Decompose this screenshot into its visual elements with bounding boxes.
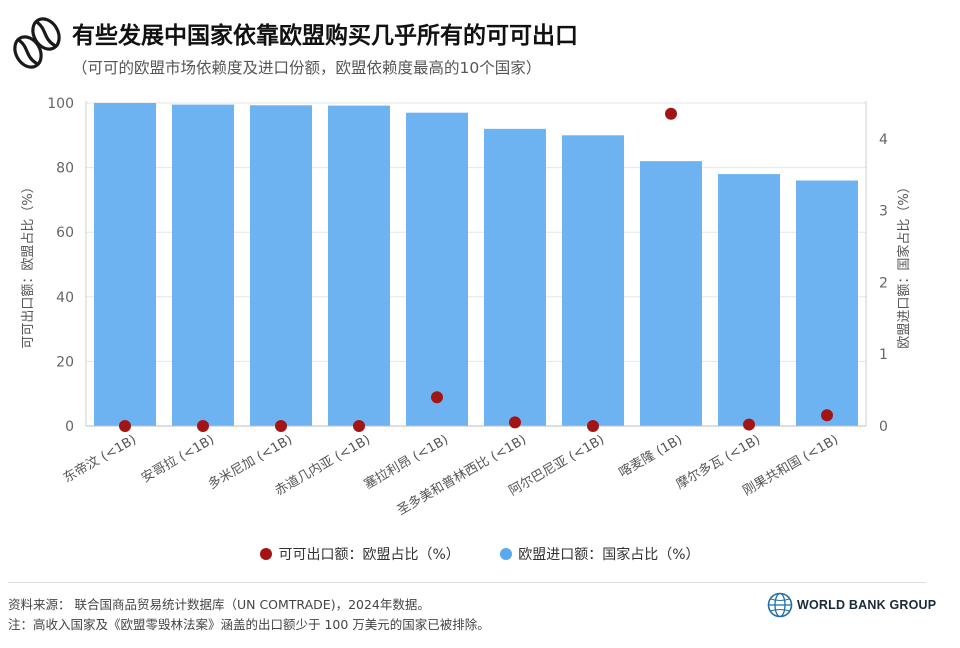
legend: 可可出口额：欧盟占比（%） 欧盟进口额：国家占比（%） [0,544,960,564]
legend-item-import[interactable]: 欧盟进口额：国家占比（%） [500,544,700,564]
left-axis-tick-label: 80 [56,161,74,177]
data-point [665,107,677,120]
right-axis-tick-label: 4 [879,132,888,148]
x-axis-tick-label: 圣多美和普林西比 (<1B) [394,432,529,519]
data-point [275,420,287,432]
data-point [587,420,599,432]
data-point [821,409,833,422]
chart-subtitle: （可可的欧盟市场依赖度及进口份额，欧盟依赖度最高的10个国家） [72,59,542,77]
footer-divider [8,582,926,583]
bar [94,103,156,426]
right-axis-title: 欧盟进口额：国家占比（%） [896,180,912,348]
x-axis-tick-label: 安哥拉 (<1B) [139,432,217,486]
right-axis-tick-label: 3 [879,204,888,220]
brand-name: WORLD BANK GROUP [797,598,937,612]
data-point [431,391,443,404]
right-axis-tick-label: 1 [879,347,888,363]
left-axis-tick-label: 60 [56,225,74,241]
brand-logo[interactable]: WORLD BANK GROUP [767,592,936,618]
legend-swatch-export [260,548,273,560]
globe-icon [767,592,793,618]
data-point [509,416,521,429]
bar [406,112,468,426]
bar [796,180,858,426]
data-point [743,418,755,431]
data-point [119,420,131,432]
chart-title: 有些发展中国家依靠欧盟购买几乎所有的可可出口 [72,23,578,49]
legend-item-export[interactable]: 可可出口额：欧盟占比（%） [260,544,460,564]
bar [172,104,234,427]
x-axis-tick-label: 东帝汶 (<1B) [61,432,139,487]
left-axis-tick-label: 20 [56,354,74,370]
coffee-bean-icon [13,17,61,69]
left-axis-tick-label: 0 [65,419,74,435]
bar [484,128,546,426]
source-note: 资料来源： 联合国商品贸易统计数据库（UN COMTRADE)，2024年数据。 [8,597,430,612]
legend-label-import: 欧盟进口额：国家占比（%） [518,547,700,563]
left-axis-tick-label: 100 [47,96,74,112]
left-axis-title: 可可出口额：欧盟占比（%） [21,180,36,348]
footnote: 注：高收入国家及《欧盟零毁林法案》涵盖的出口额少于 100 万美元的国家已被排除… [8,617,490,632]
right-axis-tick-label: 2 [879,275,888,291]
legend-swatch-import [500,548,513,560]
bar [250,105,312,427]
right-axis-tick-label: 0 [879,419,888,435]
bar [718,174,780,426]
data-point [353,420,365,432]
bar [562,135,624,427]
bar [328,105,390,427]
x-axis-tick-label: 喀麦隆 (1B) [616,432,685,481]
legend-label-export: 可可出口额：欧盟占比（%） [278,547,460,563]
data-point [197,420,209,432]
left-axis-tick-label: 40 [56,290,74,306]
bar [640,161,702,426]
